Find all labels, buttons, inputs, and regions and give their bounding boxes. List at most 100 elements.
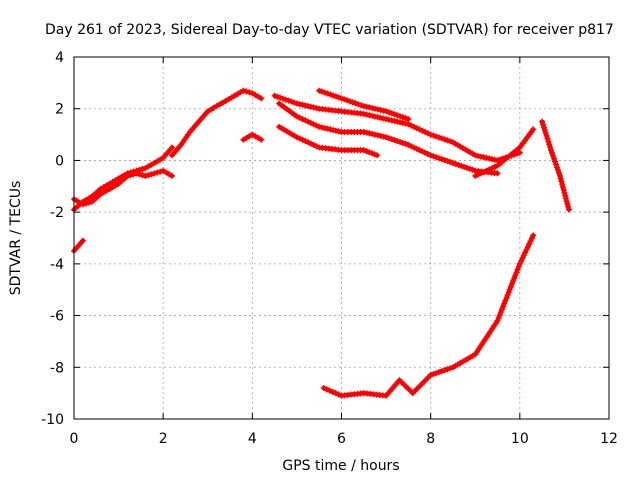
x-tick-label: 4 [248, 431, 257, 447]
data-point [127, 172, 134, 179]
chart-title: Day 261 of 2023, Sidereal Day-to-day VTE… [45, 22, 614, 38]
data-point [559, 181, 566, 188]
data-point [133, 170, 140, 177]
series-arc-7 [276, 100, 501, 177]
data-point [503, 295, 510, 301]
data-point [271, 92, 278, 99]
data-point [427, 152, 434, 159]
data-point [441, 157, 448, 164]
data-point [313, 122, 320, 129]
series-arc-5 [240, 131, 265, 143]
data-point [329, 388, 336, 395]
data-point [452, 161, 459, 167]
data-point [366, 112, 373, 119]
data-point [477, 170, 484, 177]
series-line [473, 127, 536, 179]
data-point [374, 132, 381, 139]
data-point [151, 170, 158, 177]
x-tick-label: 10 [511, 431, 529, 447]
data-point [380, 133, 387, 140]
data-point [494, 170, 501, 177]
data-point [371, 151, 378, 158]
data-point [346, 98, 353, 105]
data-point [447, 365, 454, 372]
data-point [374, 152, 381, 159]
x-axis-label: GPS time / hours [282, 458, 399, 474]
data-point [363, 129, 370, 136]
x-tick-label: 2 [159, 431, 168, 447]
data-point [524, 243, 531, 250]
x-tick-label: 8 [426, 431, 435, 447]
data-point [436, 134, 442, 141]
data-point [552, 158, 558, 165]
data-point [397, 139, 403, 145]
data-point [419, 148, 426, 155]
series-arc-9 [316, 87, 412, 123]
data-point [169, 172, 176, 179]
data-point [326, 387, 333, 394]
data-point [310, 104, 317, 111]
data-point [427, 131, 434, 138]
data-point [512, 272, 519, 279]
data-point [321, 125, 328, 132]
data-point [258, 136, 265, 143]
data-point [501, 300, 508, 307]
data-point [352, 100, 359, 107]
data-point [424, 130, 431, 137]
data-point [502, 297, 509, 304]
data-point [469, 166, 476, 173]
data-point [472, 172, 479, 179]
data-point [413, 125, 420, 132]
data-point [258, 95, 265, 102]
data-point [335, 94, 342, 101]
data-point [305, 103, 312, 110]
data-point [522, 249, 529, 256]
data-point [511, 275, 518, 282]
data-point [565, 206, 572, 213]
data-point [546, 141, 553, 148]
data-point [377, 107, 384, 113]
data-point [405, 121, 412, 128]
data-point [293, 113, 300, 120]
data-point [565, 203, 572, 210]
data-point [243, 88, 250, 95]
data-point [455, 162, 462, 168]
data-point [516, 149, 523, 156]
data-point [494, 317, 501, 324]
data-point [483, 154, 490, 161]
data-point [416, 147, 423, 154]
data-point [555, 167, 561, 174]
data-point [543, 132, 550, 139]
data-point [399, 140, 406, 146]
data-point [391, 111, 398, 118]
data-point [394, 112, 401, 119]
data-point [504, 292, 511, 299]
y-tick-label: 2 [55, 102, 64, 118]
data-point [560, 186, 567, 193]
data-point [430, 371, 437, 378]
data-point [320, 385, 327, 391]
data-point [344, 97, 351, 104]
data-point [369, 130, 376, 137]
data-point [316, 87, 323, 94]
y-tick-label: -2 [50, 205, 64, 221]
y-tick-label: -6 [50, 309, 64, 325]
data-point [528, 235, 535, 242]
data-point [461, 163, 468, 170]
data-point [139, 172, 146, 179]
data-point [79, 237, 86, 244]
data-point [288, 98, 295, 105]
data-point [319, 124, 325, 131]
data-point [313, 143, 320, 150]
data-point [545, 138, 552, 145]
data-point [307, 119, 314, 126]
data-point [550, 152, 556, 159]
data-point [500, 303, 507, 310]
y-tick-label: -8 [50, 360, 64, 376]
data-point [424, 151, 431, 157]
data-point [447, 159, 454, 165]
data-point [526, 240, 533, 247]
data-point [419, 127, 426, 134]
data-point [360, 147, 367, 154]
